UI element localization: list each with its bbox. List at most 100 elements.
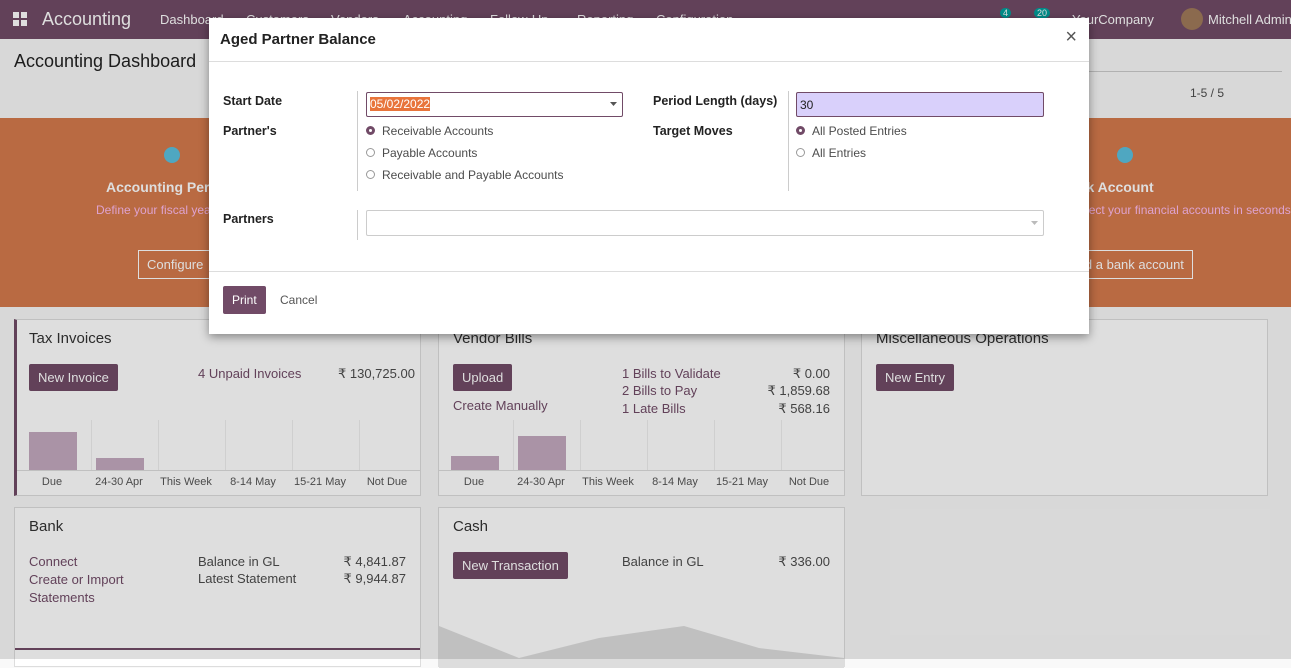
app-name: Accounting [42, 9, 132, 29]
close-button[interactable]: × [1065, 26, 1077, 48]
card-title: Bank [29, 518, 64, 535]
x-label: Due [463, 476, 485, 488]
bar [518, 436, 566, 470]
grid-line [647, 420, 648, 470]
input-value: 30 [800, 98, 814, 112]
grid-line [781, 420, 782, 470]
card: Vendor Bills Upload Create Manually 1 Bi… [438, 319, 845, 496]
badge: 20 [1034, 8, 1051, 18]
separator [357, 91, 358, 191]
input-value: 05/02/2022 [370, 97, 431, 111]
link[interactable]: 1 Bills to Validate [622, 366, 721, 381]
amount: ₹ 336.00 [778, 554, 830, 569]
card-title: Miscellaneous Operations [876, 330, 1049, 347]
amount: ₹ 130,725.00 [338, 366, 415, 381]
x-label: 15-21 May [716, 476, 768, 488]
graph: Due 24-30 Apr This Week 8-14 May 15-21 May No… [439, 420, 844, 488]
dialog: Aged Partner Balance × Start Date 05/02/… [209, 18, 1089, 334]
date-input[interactable]: 05/02/2022 [366, 92, 623, 117]
badge: 4 [1000, 8, 1012, 18]
x-label: Due [41, 476, 63, 488]
avatar [1181, 8, 1203, 30]
link[interactable]: 4 Unpaid Invoices [198, 366, 302, 381]
link[interactable]: Create Manually [453, 398, 548, 413]
bar [29, 432, 77, 470]
cancel-button[interactable]: Cancel [280, 293, 318, 307]
dropdown-caret [610, 102, 617, 106]
field-label: Period Length (days) [653, 94, 778, 108]
graph-area [439, 626, 844, 668]
divider [209, 61, 1089, 62]
bar [451, 456, 499, 470]
x-label: Not Due [366, 476, 408, 488]
x-label: 24-30 Apr [95, 476, 143, 488]
x-label: This Week [582, 476, 634, 488]
radio-label[interactable]: Payable Accounts [382, 146, 478, 160]
divider [209, 271, 1089, 272]
link[interactable]: 2 Bills to Pay [622, 383, 698, 398]
link[interactable]: Connect [29, 554, 78, 569]
separator [357, 210, 358, 240]
apps-icon[interactable] [13, 12, 27, 26]
amount: ₹ 568.16 [778, 401, 830, 416]
radio[interactable] [366, 126, 375, 135]
radio[interactable] [366, 170, 375, 179]
search-box[interactable] [1060, 49, 1282, 72]
card: Bank Connect Create or Import Statements… [14, 507, 421, 667]
grid-line [292, 420, 293, 470]
graph: Due 24-30 Apr This Week 8-14 May 15-21 May No… [17, 420, 421, 488]
card-title: Tax Invoices [29, 330, 112, 347]
grid-line [359, 420, 360, 470]
label: Latest Statement [198, 571, 297, 586]
card-title: Cash [453, 518, 489, 535]
bar [96, 458, 144, 470]
radio[interactable] [796, 148, 805, 157]
step-title: Accounting Periods [106, 179, 239, 195]
breadcrumb: Accounting Dashboard [14, 51, 197, 71]
field-label: Partners [223, 212, 274, 226]
field-label: Start Date [223, 94, 283, 108]
menu[interactable]: Dashboard [160, 12, 224, 27]
amount: ₹ 0.00 [792, 366, 830, 381]
card-title: Vendor Bills [453, 330, 533, 347]
radio-label[interactable]: Receivable and Payable Accounts [382, 168, 564, 182]
link[interactable]: Create or Import Statements [29, 572, 124, 605]
field-label: Target Moves [653, 124, 733, 138]
radio-label[interactable]: Receivable Accounts [382, 124, 494, 138]
pager: 1-5 / 5 [1190, 86, 1225, 100]
x-label: 8-14 May [230, 476, 276, 488]
x-label: Not Due [788, 476, 830, 488]
card: Tax Invoices New Invoice 4 Unpaid Invoic… [14, 319, 421, 496]
many2many-input[interactable] [366, 210, 1044, 236]
x-label: 8-14 May [652, 476, 698, 488]
dropdown-caret [1031, 221, 1038, 225]
radio-label[interactable]: All Posted Entries [812, 124, 907, 138]
user-menu[interactable]: Mitchell Admin [1208, 12, 1291, 27]
dialog-title: Aged Partner Balance [220, 31, 376, 48]
print-button[interactable]: Print [223, 286, 266, 314]
company[interactable]: YourCompany [1072, 12, 1154, 27]
x-label: This Week [160, 476, 212, 488]
radio[interactable] [796, 126, 805, 135]
step-text: Connect your financial accounts in secon… [1060, 203, 1291, 217]
grid-line [91, 420, 92, 470]
label: Balance in GL [622, 554, 704, 569]
grid-line [580, 420, 581, 470]
button[interactable]: New Entry [876, 364, 954, 391]
grid-line [513, 420, 514, 470]
field-label: Partner's [223, 124, 277, 138]
link[interactable]: 1 Late Bills [622, 401, 686, 416]
step-dot [1117, 147, 1133, 163]
button[interactable]: New Transaction [453, 552, 568, 579]
button[interactable]: New Invoice [29, 364, 118, 391]
button[interactable]: Upload [453, 364, 513, 391]
number-input[interactable]: 30 [796, 92, 1044, 117]
label: Balance in GL [198, 554, 280, 569]
grid-line [714, 420, 715, 470]
x-label: 24-30 Apr [517, 476, 565, 488]
amount: ₹ 9,944.87 [343, 571, 407, 586]
radio[interactable] [366, 148, 375, 157]
radio-label[interactable]: All Entries [812, 146, 867, 160]
